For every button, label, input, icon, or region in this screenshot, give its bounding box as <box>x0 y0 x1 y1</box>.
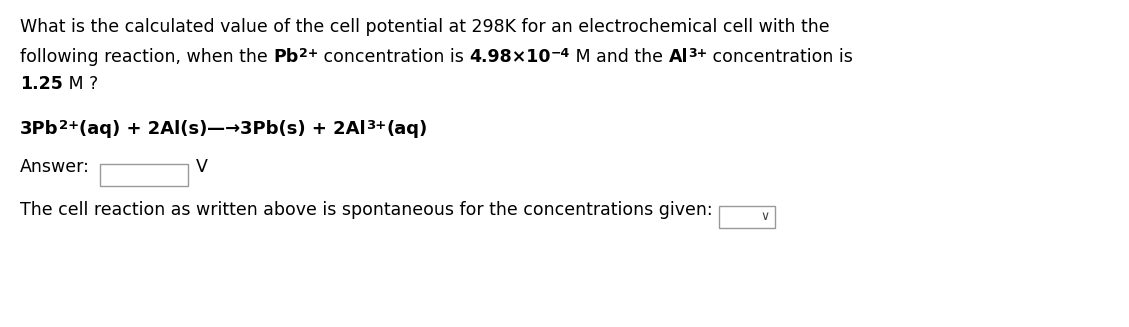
Text: —→: —→ <box>207 120 240 138</box>
Text: ∨: ∨ <box>760 211 769 223</box>
Text: 3Pb: 3Pb <box>20 120 59 138</box>
Text: Pb: Pb <box>273 48 298 66</box>
Text: 4.98×10: 4.98×10 <box>470 48 551 66</box>
Text: following reaction, when the: following reaction, when the <box>20 48 273 66</box>
Text: 1.25: 1.25 <box>20 75 63 93</box>
Text: V: V <box>196 158 208 176</box>
Text: concentration is: concentration is <box>318 48 470 66</box>
Text: Answer:: Answer: <box>20 158 90 176</box>
Text: (aq): (aq) <box>386 120 428 138</box>
Text: 3+: 3+ <box>366 119 386 132</box>
Bar <box>719 206 774 228</box>
Text: 3+: 3+ <box>688 47 707 60</box>
Text: The cell reaction as written above is spontaneous for the concentrations given:: The cell reaction as written above is sp… <box>20 201 712 219</box>
Text: concentration is: concentration is <box>707 48 854 66</box>
Text: Al: Al <box>668 48 688 66</box>
Text: 3Pb(s) + 2Al: 3Pb(s) + 2Al <box>240 120 366 138</box>
Bar <box>100 164 189 186</box>
Text: M and the: M and the <box>570 48 668 66</box>
Text: 2+: 2+ <box>59 119 79 132</box>
Text: What is the calculated value of the cell potential at 298K for an electrochemica: What is the calculated value of the cell… <box>20 18 830 36</box>
Text: 2+: 2+ <box>298 47 318 60</box>
Text: (aq) + 2Al(s): (aq) + 2Al(s) <box>79 120 207 138</box>
Text: −4: −4 <box>551 47 570 60</box>
Text: M ?: M ? <box>63 75 98 93</box>
